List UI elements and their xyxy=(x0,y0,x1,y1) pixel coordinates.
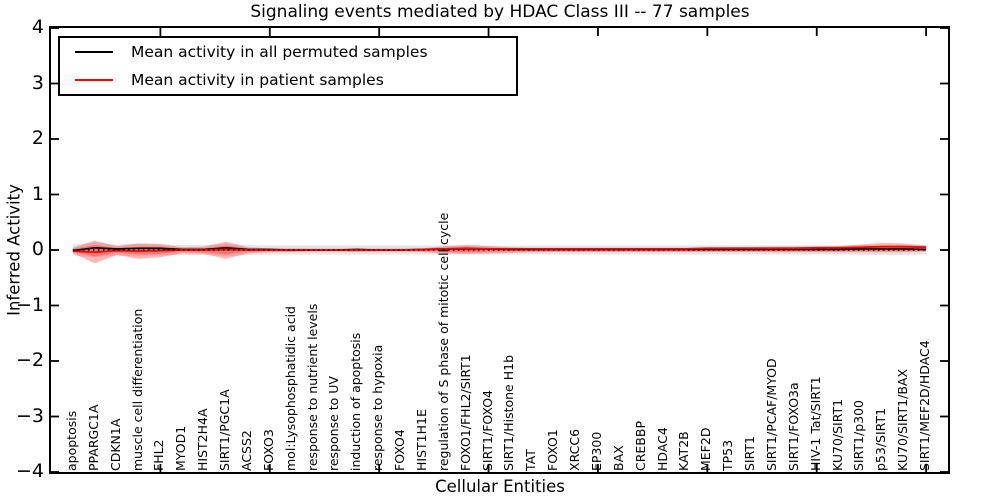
x-tick-label: HIST1H1E xyxy=(413,409,429,471)
y-tick-label: 3 xyxy=(31,71,44,94)
x-tick-label: SIRT1/PCAF/MYOD xyxy=(763,358,779,471)
x-tick-label: FOXO1/FHL2/SIRT1 xyxy=(457,354,473,471)
x-tick-label: response to UV xyxy=(326,376,342,471)
legend-line-sample-permuted xyxy=(75,51,113,53)
legend-label-patient: Mean activity in patient samples xyxy=(131,71,384,89)
x-tick-label: HDAC4 xyxy=(654,427,670,471)
x-tick-label: TP53 xyxy=(720,439,736,471)
x-tick-label: TAT xyxy=(523,449,539,471)
x-tick-label: FOXO4 xyxy=(392,429,408,471)
y-tick-label: −1 xyxy=(15,293,44,316)
x-tick-label: XRCC6 xyxy=(567,428,583,471)
x-tick-label: mol:Lysophosphatidic acid xyxy=(282,306,298,471)
legend-entry-permuted: Mean activity in all permuted samples xyxy=(60,38,516,66)
x-tick-label: KU70/SIRT1 xyxy=(829,398,845,471)
y-tick-label: −2 xyxy=(15,349,44,371)
x-tick-label: MYOD1 xyxy=(173,425,189,471)
y-tick-label: 1 xyxy=(31,182,44,205)
y-tick-label: 0 xyxy=(31,238,44,260)
x-tick-label: induction of apoptosis xyxy=(348,332,364,471)
x-tick-label: FOXO1 xyxy=(545,429,561,471)
chart-title: Signaling events mediated by HDAC Class … xyxy=(250,2,750,22)
x-tick-label: SIRT1/FOXO3a xyxy=(785,382,801,471)
x-tick-label: SIRT1/Histone H1b xyxy=(501,354,517,471)
x-tick-label: KAT2B xyxy=(676,431,692,471)
x-tick-label: KU70/SIRT1/BAX xyxy=(895,368,911,471)
legend-label-permuted: Mean activity in all permuted samples xyxy=(131,43,428,61)
x-tick-label: SIRT1/MEF2D/HDAC4 xyxy=(917,340,933,471)
x-tick-label: p53/SIRT1 xyxy=(873,407,889,471)
x-tick-label: response to hypoxia xyxy=(370,344,386,471)
y-tick-label: 4 xyxy=(31,16,44,38)
x-tick-label: regulation of S phase of mitotic cell cy… xyxy=(435,212,451,471)
y-tick-label: −4 xyxy=(15,460,44,482)
x-tick-label: EP300 xyxy=(588,431,604,471)
y-tick-label: 2 xyxy=(31,127,44,149)
permuted-samples-std-band xyxy=(72,242,927,258)
Mean activity in patient samples-line xyxy=(72,245,927,254)
plot-area xyxy=(49,26,950,474)
x-tick-label: HIV-1 Tat/SIRT1 xyxy=(807,376,823,471)
x-tick-label: PPARGC1A xyxy=(85,404,101,471)
x-tick-label: MEF2D xyxy=(698,427,714,471)
chart-canvas xyxy=(51,28,948,472)
x-tick-label: apoptosis xyxy=(63,410,79,471)
x-tick-label: SIRT1 xyxy=(742,436,758,471)
x-tick-label: muscle cell differentiation xyxy=(129,308,145,471)
legend-entry-patient: Mean activity in patient samples xyxy=(60,66,516,94)
x-tick-label: SIRT1/p300 xyxy=(851,400,867,471)
x-tick-label: BAX xyxy=(610,445,626,471)
x-tick-label: FHL2 xyxy=(151,439,167,471)
x-tick-label: SIRT1/PGC1A xyxy=(217,389,233,471)
x-tick-label: response to nutrient levels xyxy=(304,303,320,471)
x-tick-label: FOXO3 xyxy=(260,429,276,471)
axis-ticks xyxy=(51,28,948,472)
legend-line-sample-patient xyxy=(75,79,113,81)
patient-samples-std-band-inner xyxy=(72,245,927,257)
x-tick-label: CREBBP xyxy=(632,421,648,471)
patient-samples-std-band-outer xyxy=(72,240,927,264)
y-tick-label: −3 xyxy=(15,404,44,427)
x-tick-label: HIST2H4A xyxy=(195,408,211,471)
legend: Mean activity in all permuted samples Me… xyxy=(58,36,518,96)
x-tick-label: CDKN1A xyxy=(107,418,123,471)
x-tick-label: SIRT1/FOXO4 xyxy=(479,390,495,471)
x-axis-label: Cellular Entities xyxy=(435,477,565,496)
x-tick-label: ACSS2 xyxy=(238,430,254,471)
